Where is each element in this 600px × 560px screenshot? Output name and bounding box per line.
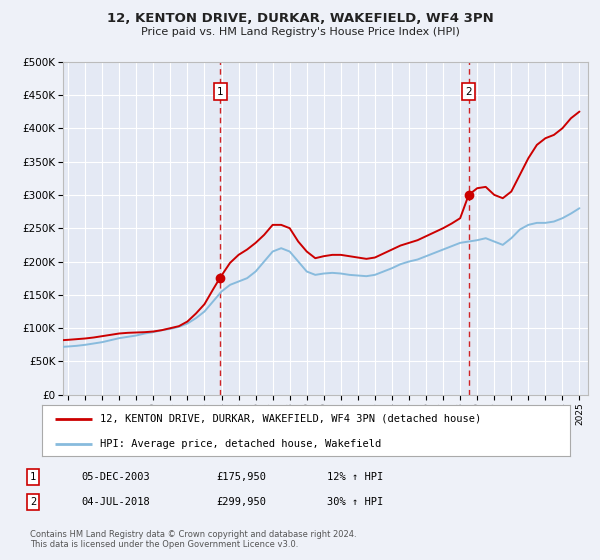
- Text: 12% ↑ HPI: 12% ↑ HPI: [327, 472, 383, 482]
- Text: Contains HM Land Registry data © Crown copyright and database right 2024.: Contains HM Land Registry data © Crown c…: [30, 530, 356, 539]
- Text: HPI: Average price, detached house, Wakefield: HPI: Average price, detached house, Wake…: [100, 438, 382, 449]
- Text: 2: 2: [30, 497, 36, 507]
- Text: 04-JUL-2018: 04-JUL-2018: [81, 497, 150, 507]
- Text: 2: 2: [466, 87, 472, 96]
- Text: £299,950: £299,950: [216, 497, 266, 507]
- Text: 1: 1: [217, 87, 223, 96]
- Text: 05-DEC-2003: 05-DEC-2003: [81, 472, 150, 482]
- Text: Price paid vs. HM Land Registry's House Price Index (HPI): Price paid vs. HM Land Registry's House …: [140, 27, 460, 37]
- Text: This data is licensed under the Open Government Licence v3.0.: This data is licensed under the Open Gov…: [30, 540, 298, 549]
- Text: 30% ↑ HPI: 30% ↑ HPI: [327, 497, 383, 507]
- Text: 12, KENTON DRIVE, DURKAR, WAKEFIELD, WF4 3PN: 12, KENTON DRIVE, DURKAR, WAKEFIELD, WF4…: [107, 12, 493, 25]
- Text: £175,950: £175,950: [216, 472, 266, 482]
- Text: 1: 1: [30, 472, 36, 482]
- Text: 12, KENTON DRIVE, DURKAR, WAKEFIELD, WF4 3PN (detached house): 12, KENTON DRIVE, DURKAR, WAKEFIELD, WF4…: [100, 414, 481, 424]
